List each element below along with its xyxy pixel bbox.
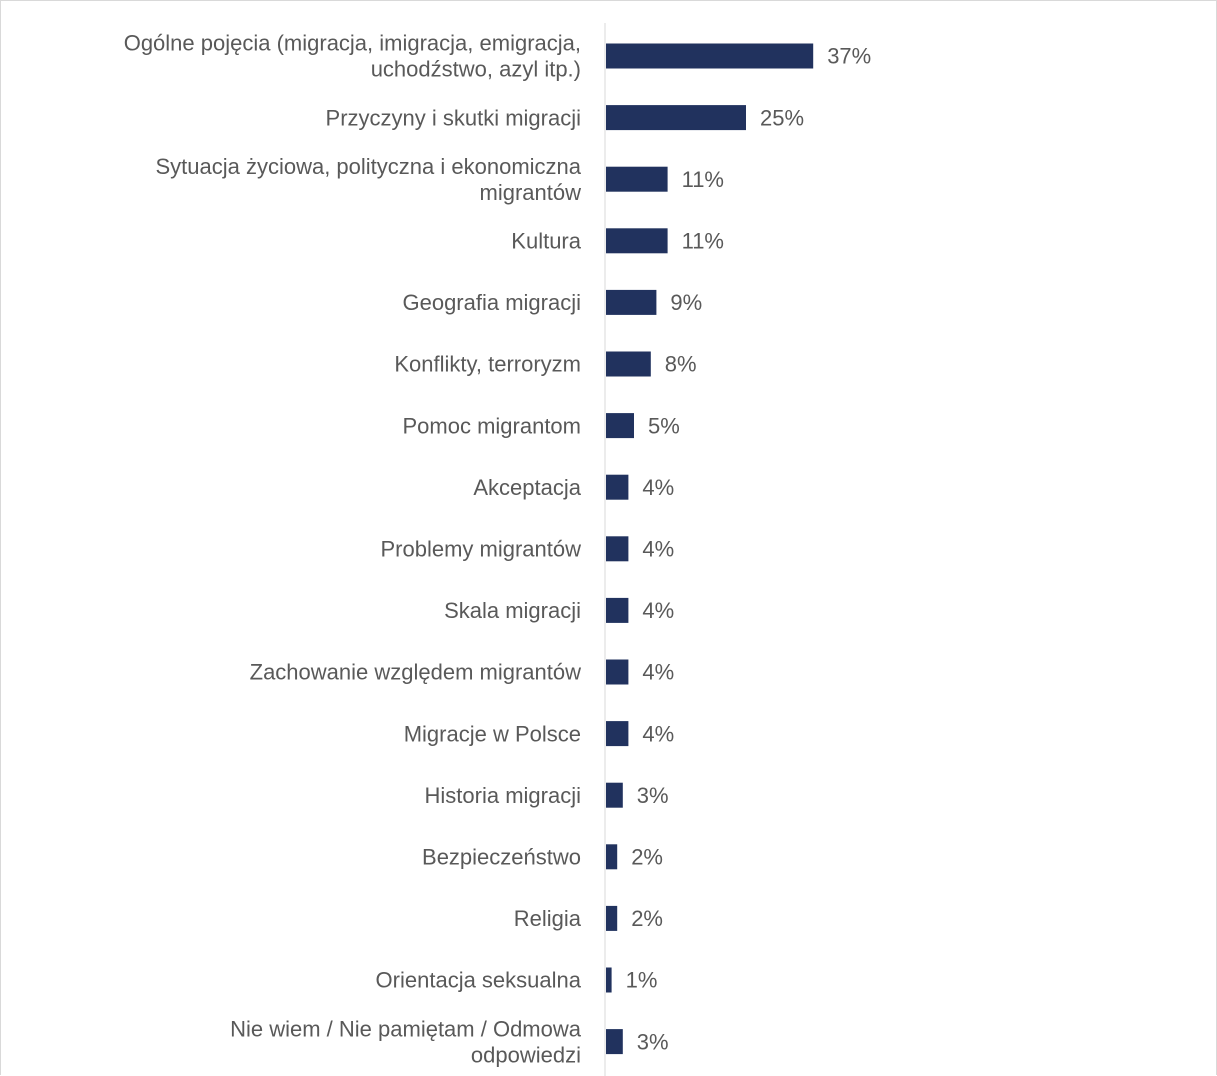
bar [606,351,651,377]
bar [606,659,629,685]
category-label: Religia [514,906,582,931]
bar [606,289,657,315]
category-label: Migracje w Polsce [404,721,581,746]
bar [606,782,623,808]
category-label: Akceptacja [473,475,581,500]
data-label: 4% [642,537,674,562]
data-label: 11% [682,167,724,192]
bar [606,536,629,562]
bar [606,905,618,931]
data-label: 9% [670,290,702,315]
category-label: Pomoc migrantom [402,413,581,438]
category-label: Sytuacja życiowa, polityczna i ekonomicz… [155,154,581,205]
bar [606,597,629,623]
bar [606,228,668,254]
bar [606,1029,623,1055]
bar [606,474,629,500]
data-label: 3% [637,783,669,808]
category-label: Orientacja seksualna [376,968,582,993]
category-label: Zachowanie względem migrantów [250,660,581,685]
data-label: 2% [631,906,663,931]
data-label: 5% [648,413,680,438]
data-label: 11% [682,229,724,254]
data-label: 2% [631,845,663,870]
category-label: Kultura [511,229,581,254]
data-label: 37% [827,44,871,69]
data-label: 4% [642,475,674,500]
data-label: 8% [665,352,697,377]
category-label: Ogólne pojęcia (migracja, imigracja, emi… [124,31,581,82]
data-label: 4% [642,660,674,685]
category-label: Historia migracji [425,783,581,808]
data-label: 3% [637,1029,669,1054]
bar [606,967,612,993]
category-label: Przyczyny i skutki migracji [326,105,581,130]
category-label: Nie wiem / Nie pamiętam / Odmowa odpowied… [230,1016,582,1067]
data-label: 1% [626,968,658,993]
category-label: Skala migracji [444,598,581,623]
data-label: 4% [642,721,674,746]
category-label: Konflikty, terroryzm [394,352,581,377]
category-label: Problemy migrantów [380,537,581,562]
bar [606,413,634,439]
category-label: Geografia migracji [402,290,581,315]
bar [606,43,814,69]
data-label: 4% [642,598,674,623]
category-label: Bezpieczeństwo [422,845,581,870]
bar [606,166,668,192]
bar [606,844,618,870]
data-label: 25% [760,105,804,130]
bar [606,721,629,747]
bar [606,105,746,131]
